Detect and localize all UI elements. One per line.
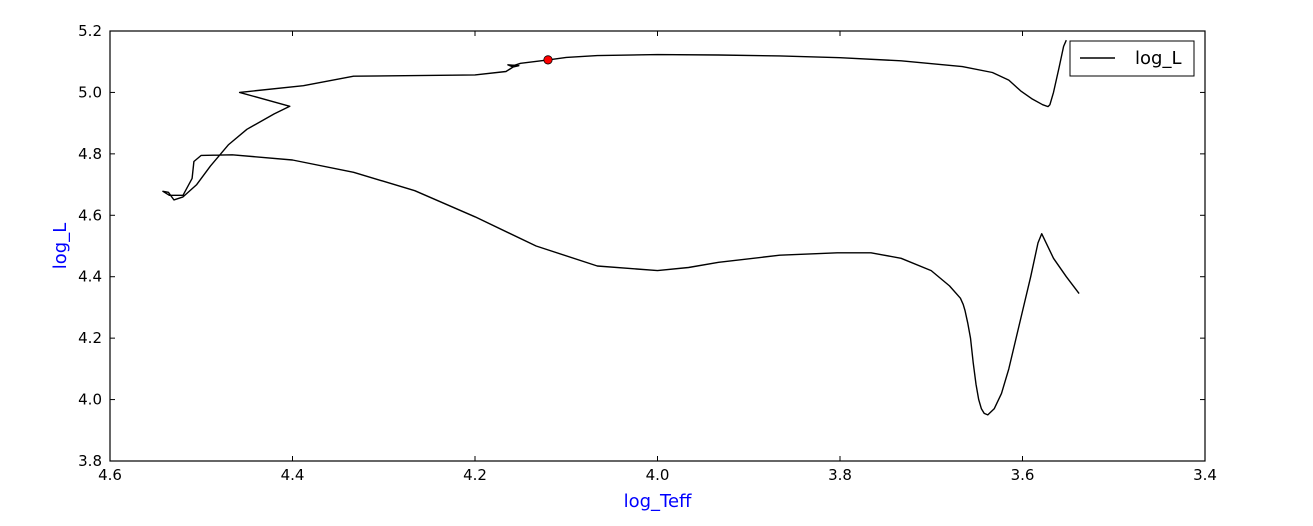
legend-label-log_L: log_L: [1135, 48, 1181, 69]
x-tick-label: 4.2: [463, 466, 487, 484]
y-tick-label: 4.2: [78, 329, 102, 347]
x-tick-label: 3.4: [1193, 466, 1217, 484]
plot-lines: [162, 39, 1080, 416]
x-tick-label: 4.0: [646, 466, 670, 484]
y-tick-label: 5.0: [78, 83, 102, 101]
y-tick-label: 3.8: [78, 452, 102, 470]
x-axis-ticks: 4.6 4.4 4.2 4.0 3.8 3.6 3.4: [98, 31, 1217, 484]
y-tick-label: 4.8: [78, 145, 102, 163]
series-line-log_L: [162, 39, 1080, 416]
x-tick-label: 3.8: [828, 466, 852, 484]
x-tick-label: 3.6: [1011, 466, 1035, 484]
plot-markers: [543, 55, 553, 65]
y-tick-label: 4.4: [78, 268, 102, 286]
y-tick-label: 4.0: [78, 391, 102, 409]
current-point-marker: [543, 55, 553, 65]
y-tick-label: 5.2: [78, 22, 102, 40]
x-tick-label: 4.6: [98, 466, 122, 484]
y-axis-ticks: 3.8 4.0 4.2 4.4 4.6 4.8 5.0 5.2: [78, 22, 1205, 470]
legend: log_L: [1069, 40, 1195, 77]
y-tick-label: 4.6: [78, 206, 102, 224]
x-tick-label: 4.4: [281, 466, 305, 484]
y-axis-label: log_L: [50, 223, 71, 269]
x-axis-label: log_Teff: [624, 491, 692, 512]
